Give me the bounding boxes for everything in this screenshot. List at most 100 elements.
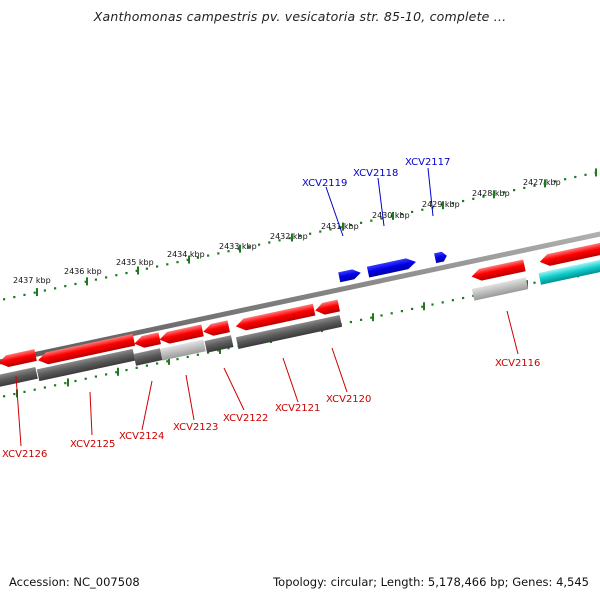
genome-backbone xyxy=(0,231,600,365)
minor-tick xyxy=(64,285,67,288)
gene-label-xcv2119[interactable]: XCV2119 xyxy=(302,178,347,189)
leader-line xyxy=(427,167,434,217)
minor-tick xyxy=(390,312,393,315)
gene-label-xcv2126[interactable]: XCV2126 xyxy=(2,449,47,460)
minor-tick xyxy=(105,373,108,376)
scale-labels: 2437 kbp 2436 kbp 2435 kbp 2434 kbp 2433 kbp… xyxy=(13,178,561,285)
gene-label-xcv2117[interactable]: XCV2117 xyxy=(405,157,450,168)
minor-tick xyxy=(74,282,77,286)
minor-tick xyxy=(400,310,403,313)
minor-tick xyxy=(370,316,373,319)
minor-tick xyxy=(421,305,424,308)
gene-label-xcv2120[interactable]: XCV2120 xyxy=(326,394,371,405)
minor-tick xyxy=(43,289,46,292)
gene-labels: XCV2119 XCV2118 XCV2117 XCV2126 XCV2125 XCV21… xyxy=(2,157,540,460)
leader-line xyxy=(141,380,153,431)
minor-tick xyxy=(564,178,567,181)
scale-label: 2436 kbp xyxy=(64,267,102,276)
minor-tick xyxy=(94,375,97,378)
feature-bar-dark xyxy=(0,366,38,388)
minor-tick xyxy=(247,245,250,248)
minor-tick xyxy=(33,388,36,391)
minor-tick xyxy=(156,265,159,268)
minor-tick xyxy=(145,267,148,270)
gene-forward-arrow xyxy=(434,251,447,264)
minor-tick xyxy=(472,197,475,200)
minor-tick xyxy=(329,228,332,231)
minor-tick xyxy=(227,250,230,253)
minor-tick xyxy=(584,173,587,176)
minor-tick xyxy=(84,280,87,283)
minor-tick xyxy=(227,347,230,350)
scale-label: 2434 kbp xyxy=(167,250,205,259)
minor-tick xyxy=(319,230,322,233)
minor-tick xyxy=(186,355,189,359)
feature-bar-cyan xyxy=(538,259,600,285)
minor-tick xyxy=(349,223,352,227)
minor-tick xyxy=(523,186,526,190)
gene-label-xcv2125[interactable]: XCV2125 xyxy=(70,439,115,450)
minor-tick xyxy=(135,269,138,272)
gene-reverse-arrow xyxy=(159,324,204,344)
minor-tick xyxy=(462,199,465,203)
minor-tick xyxy=(207,351,210,354)
minor-tick xyxy=(166,360,169,363)
leader-line xyxy=(15,375,22,447)
minor-tick xyxy=(462,296,465,300)
minor-tick xyxy=(156,362,159,365)
feature-bar-light xyxy=(160,339,206,361)
minor-tick xyxy=(23,293,26,296)
minor-tick xyxy=(411,307,414,311)
minor-tick xyxy=(380,217,383,220)
gene-label-xcv2116[interactable]: XCV2116 xyxy=(495,358,540,369)
minor-tick xyxy=(176,358,179,361)
map-title: Xanthomonas campestris pv. vesicatoria s… xyxy=(93,9,507,24)
minor-tick xyxy=(176,261,179,264)
minor-tick xyxy=(186,258,189,262)
minor-tick xyxy=(441,301,444,304)
scale-label: 2430 kbp xyxy=(372,211,410,220)
minor-tick xyxy=(13,295,16,299)
minor-tick xyxy=(94,278,97,281)
minor-tick xyxy=(258,243,261,246)
minor-tick xyxy=(533,281,536,284)
minor-tick xyxy=(135,366,138,369)
minor-tick xyxy=(411,210,414,214)
minor-tick xyxy=(370,219,373,222)
gene-label-xcv2123[interactable]: XCV2123 xyxy=(173,422,218,433)
minor-tick xyxy=(43,386,46,389)
gene-label-xcv2124[interactable]: XCV2124 xyxy=(119,431,164,442)
minor-tick xyxy=(196,353,199,356)
gene-label-xcv2118[interactable]: XCV2118 xyxy=(353,168,398,179)
gene-forward-arrow xyxy=(338,269,361,283)
scale-label: 2433 kbp xyxy=(219,242,257,251)
minor-tick xyxy=(451,202,454,205)
minor-tick xyxy=(145,364,148,367)
minor-tick xyxy=(54,287,57,290)
minor-tick xyxy=(502,191,505,194)
scale-label: 2429 kbp xyxy=(422,200,460,209)
minor-tick xyxy=(268,241,271,244)
minor-tick xyxy=(125,271,128,275)
feature-bar-dark xyxy=(133,348,163,366)
gene-reverse-arrow xyxy=(315,299,340,315)
scale-label: 2437 kbp xyxy=(13,276,51,285)
minor-tick xyxy=(360,221,363,224)
minor-tick xyxy=(125,368,128,372)
minor-tick xyxy=(23,390,26,393)
minor-tick xyxy=(278,239,281,242)
minor-tick xyxy=(298,234,301,238)
gene-label-xcv2121[interactable]: XCV2121 xyxy=(275,403,320,414)
minor-tick xyxy=(196,256,199,259)
leader-line xyxy=(185,374,195,421)
minor-tick xyxy=(349,320,352,324)
scale-label: 2427 kbp xyxy=(523,178,561,187)
minor-tick xyxy=(13,392,16,396)
scale-label: 2428 kbp xyxy=(472,189,510,198)
minor-tick xyxy=(105,276,108,279)
gene-label-xcv2122[interactable]: XCV2122 xyxy=(223,413,268,424)
minor-tick xyxy=(84,377,87,380)
minor-tick xyxy=(309,232,312,235)
leader-line xyxy=(506,310,519,355)
